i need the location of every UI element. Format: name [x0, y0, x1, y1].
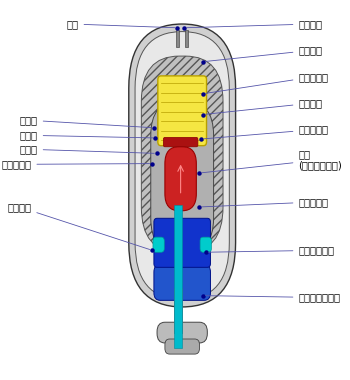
FancyBboxPatch shape: [165, 147, 196, 211]
Bar: [176, 30, 179, 47]
Text: 蒸気配管: 蒸気配管: [187, 19, 322, 29]
FancyBboxPatch shape: [157, 322, 207, 343]
FancyBboxPatch shape: [129, 24, 236, 307]
Text: 生体遮蔽: 生体遮蔽: [205, 98, 322, 114]
Text: 反射体: 反射体: [20, 144, 154, 154]
Text: 熱シールド: 熱シールド: [202, 197, 328, 207]
Text: 低温ガス注入機: 低温ガス注入機: [205, 293, 341, 302]
Bar: [174, 288, 182, 333]
FancyBboxPatch shape: [154, 264, 210, 300]
Text: 蒸気発生器: 蒸気発生器: [205, 72, 328, 93]
Text: 炉心
(ペブルの堆積): 炉心 (ペブルの堆積): [202, 149, 342, 173]
Text: 黒邉制御棒: 黒邉制御棒: [204, 125, 328, 139]
FancyBboxPatch shape: [200, 237, 211, 252]
Text: 支持台座: 支持台座: [7, 202, 150, 250]
Text: 反射層: 反射層: [20, 130, 153, 140]
Text: 外側容器: 外側容器: [205, 46, 322, 62]
FancyBboxPatch shape: [153, 237, 164, 252]
Text: 原子炉外壁: 原子炉外壁: [1, 159, 149, 169]
Bar: [174, 205, 182, 348]
Text: ペブル排出管: ペブル排出管: [209, 245, 334, 255]
FancyBboxPatch shape: [135, 32, 229, 299]
Bar: [186, 30, 188, 47]
Text: 復水: 復水: [66, 19, 175, 29]
FancyBboxPatch shape: [163, 138, 198, 147]
FancyBboxPatch shape: [141, 56, 223, 252]
Text: 避蔽層: 避蔽層: [20, 115, 151, 128]
FancyBboxPatch shape: [151, 101, 214, 252]
FancyBboxPatch shape: [165, 339, 200, 354]
FancyBboxPatch shape: [158, 76, 206, 146]
FancyBboxPatch shape: [154, 218, 210, 268]
